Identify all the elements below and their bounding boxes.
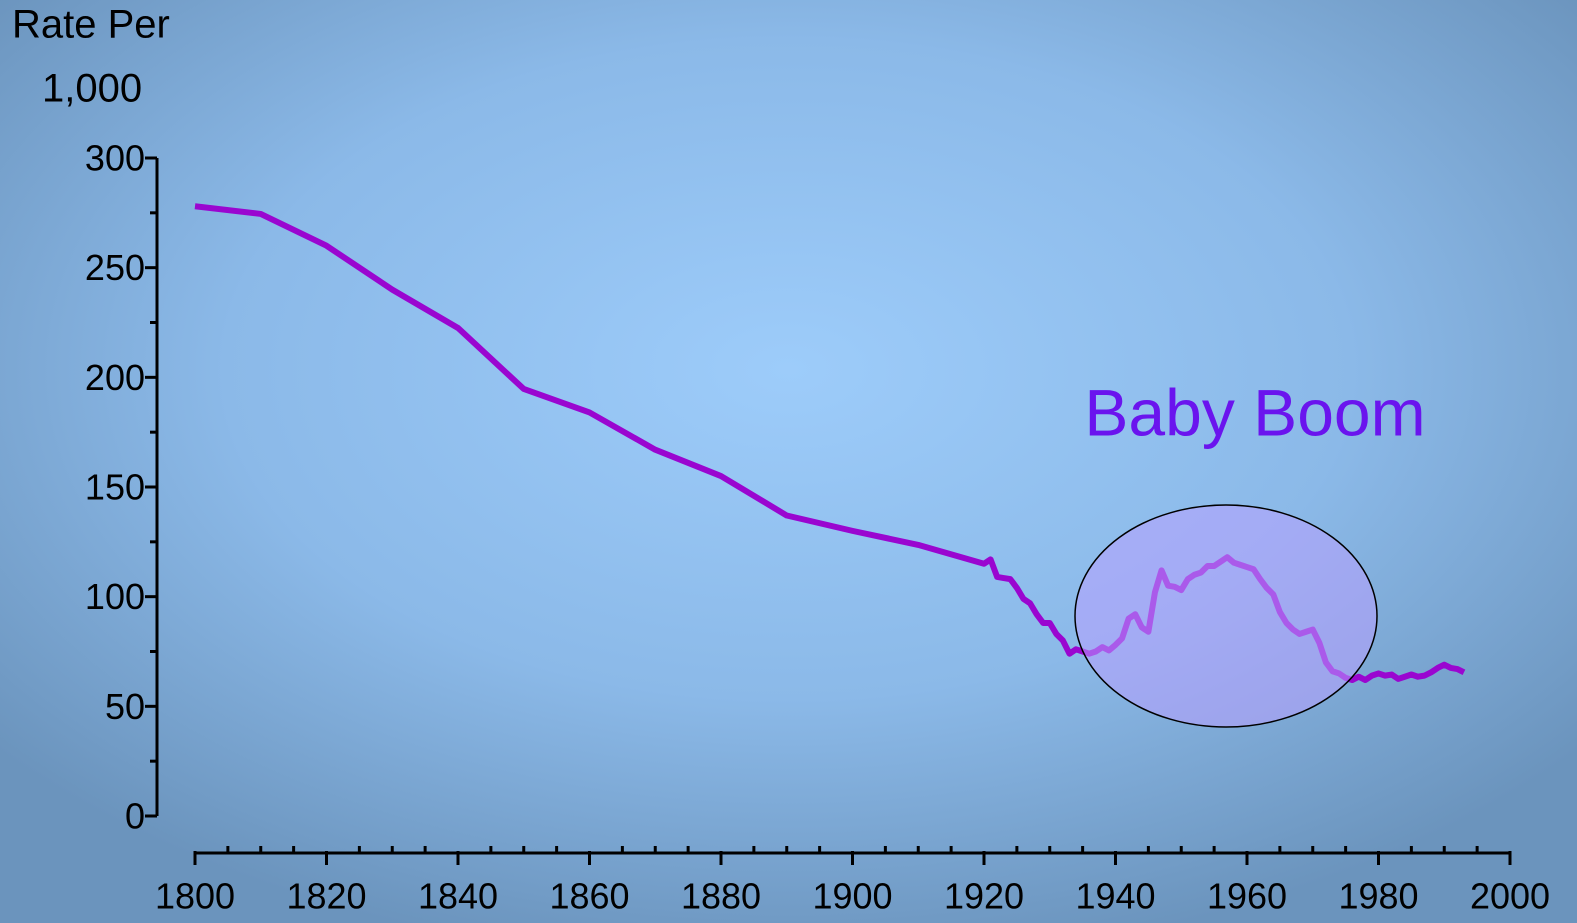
y-tick-label: 100 <box>85 576 145 617</box>
x-tick-label: 1960 <box>1207 876 1287 917</box>
x-tick-label: 1920 <box>944 876 1024 917</box>
annotation: Baby Boom <box>1084 375 1425 449</box>
x-tick-label: 1820 <box>286 876 366 917</box>
y-tick-label: 200 <box>85 357 145 398</box>
y-axis-label: 1,000 <box>42 67 142 111</box>
x-tick-label: 1860 <box>549 876 629 917</box>
x-tick-label: 2000 <box>1470 876 1550 917</box>
x-tick-label: 1800 <box>155 876 235 917</box>
y-tick-label: 150 <box>85 467 145 508</box>
x-tick-label: 1980 <box>1338 876 1418 917</box>
y-axis-label: Rate Per <box>12 3 170 47</box>
x-tick-label: 1940 <box>1075 876 1155 917</box>
x-tick-label: 1900 <box>812 876 892 917</box>
x-tick-label: 1840 <box>418 876 498 917</box>
y-tick-label: 250 <box>85 247 145 288</box>
x-tick-label: 1880 <box>681 876 761 917</box>
y-tick-label: 50 <box>105 686 145 727</box>
y-tick-label: 0 <box>125 796 145 837</box>
y-tick-label: 300 <box>85 138 145 179</box>
highlight-ellipse <box>1074 504 1378 728</box>
